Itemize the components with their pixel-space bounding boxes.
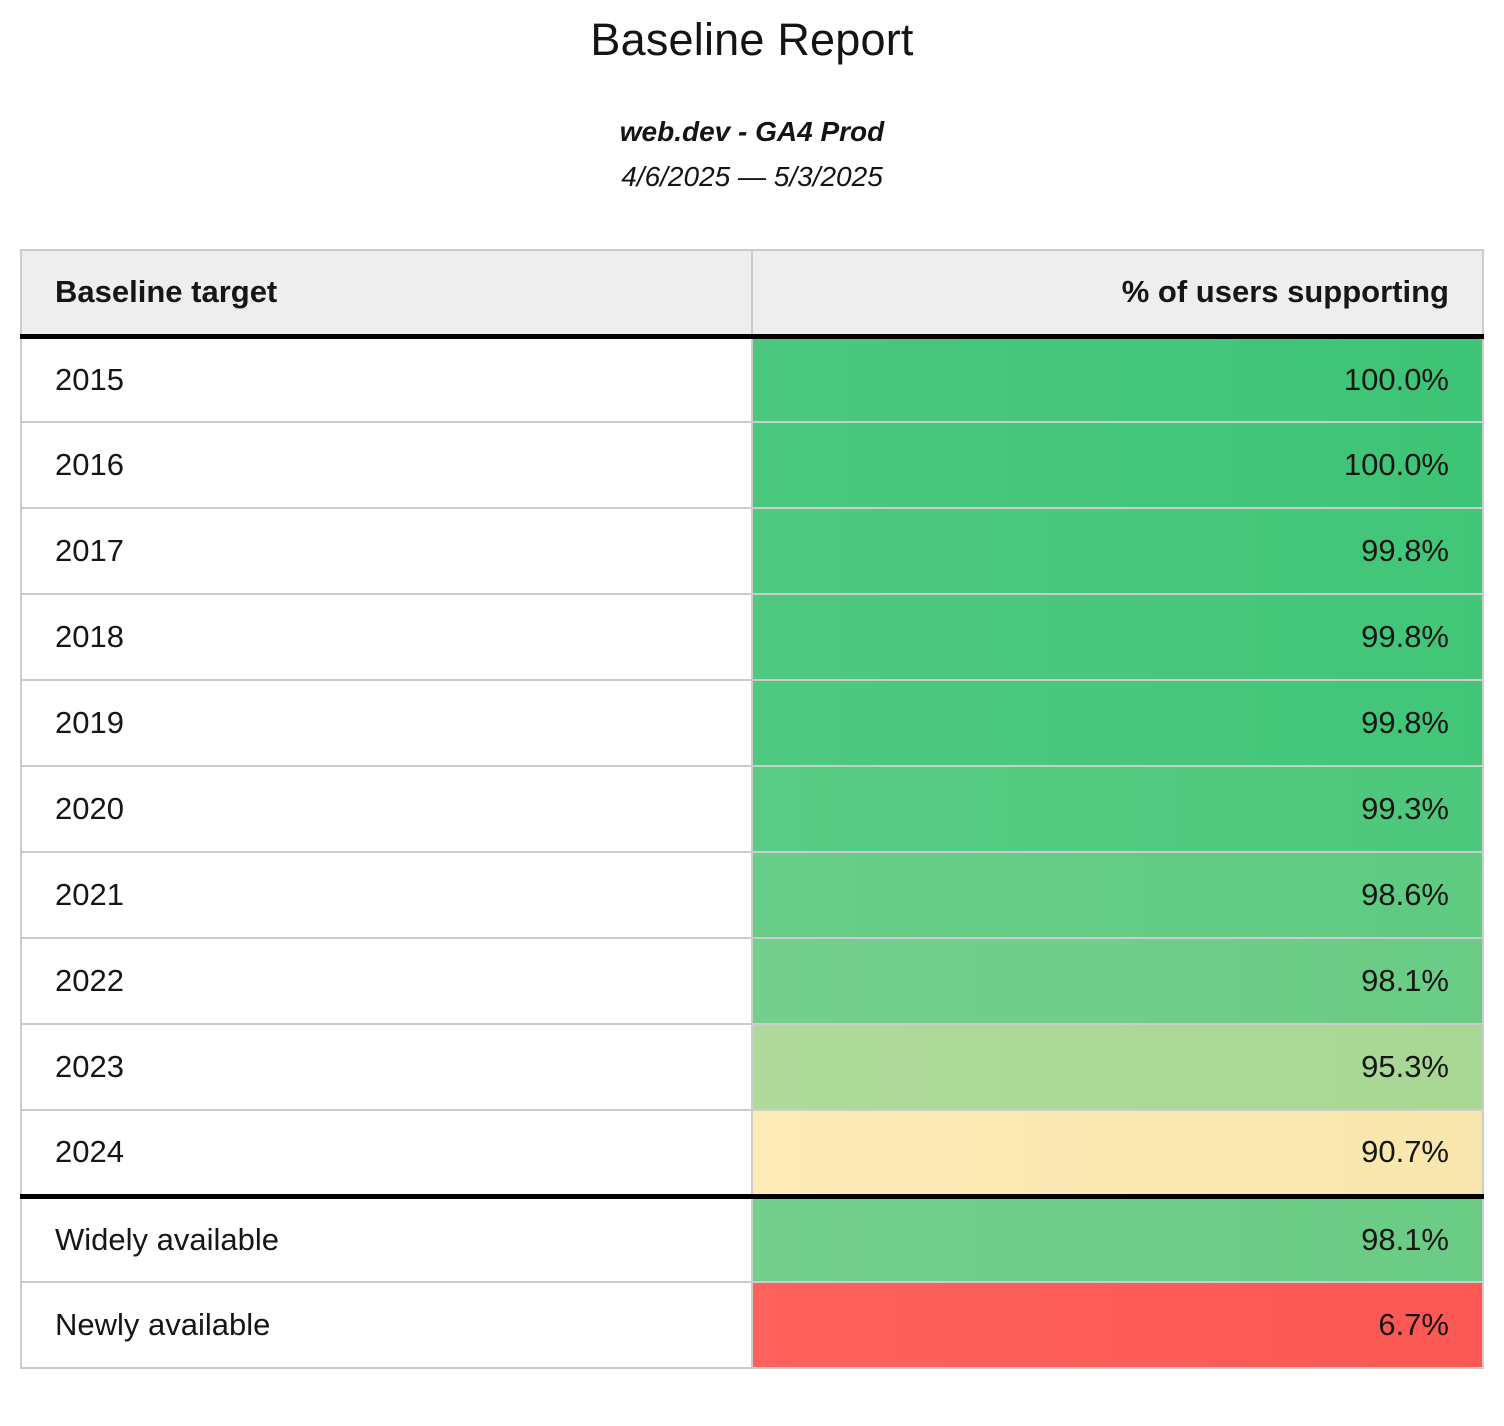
- baseline-target-cell: 2015: [20, 336, 753, 422]
- table-header-row: Baseline target % of users supporting: [20, 250, 1484, 339]
- table-row: 2023 95.3%: [20, 1023, 1484, 1110]
- table-row: 2017 99.8%: [20, 507, 1484, 594]
- report-subtitle: web.dev - GA4 Prod: [619, 116, 885, 147]
- table-row: Newly available 6.7%: [20, 1281, 1484, 1368]
- percent-value-cell: 99.3%: [751, 765, 1484, 852]
- table-row: 2021 98.6%: [20, 851, 1484, 938]
- baseline-target-cell: 2023: [20, 1023, 753, 1110]
- table-row: 2020 99.3%: [20, 765, 1484, 852]
- baseline-target-cell: 2019: [20, 679, 753, 766]
- percent-value-cell: 99.8%: [751, 593, 1484, 680]
- baseline-target-cell: Newly available: [20, 1281, 753, 1368]
- table-row: 2022 98.1%: [20, 937, 1484, 1024]
- percent-value-cell: 6.7%: [751, 1281, 1484, 1368]
- percent-value-cell: 99.8%: [751, 507, 1484, 594]
- baseline-target-cell: 2018: [20, 593, 753, 680]
- percent-value-cell: 95.3%: [751, 1023, 1484, 1110]
- percent-value-cell: 99.8%: [751, 679, 1484, 766]
- baseline-target-cell: 2017: [20, 507, 753, 594]
- baseline-target-cell: 2024: [20, 1109, 753, 1196]
- table-row: 2018 99.8%: [20, 593, 1484, 680]
- percent-value-cell: 90.7%: [751, 1109, 1484, 1196]
- percent-value-cell: 100.0%: [751, 421, 1484, 508]
- table-row: 2015 100.0%: [20, 336, 1484, 422]
- report-date-range: 4/6/2025 — 5/3/2025: [621, 161, 883, 192]
- percent-value-cell: 98.1%: [751, 937, 1484, 1024]
- table-body: 2015 100.0% 2016 100.0% 2017 99.8% 2018 …: [20, 336, 1484, 1368]
- percent-value-cell: 100.0%: [751, 336, 1484, 422]
- baseline-table: Baseline target % of users supporting 20…: [20, 249, 1484, 1369]
- table-row: 2019 99.8%: [20, 679, 1484, 766]
- table-row: Widely available 98.1%: [20, 1193, 1484, 1282]
- baseline-target-cell: 2020: [20, 765, 753, 852]
- baseline-target-cell: Widely available: [20, 1193, 753, 1282]
- column-header-baseline-target: Baseline target: [20, 250, 753, 339]
- percent-value-cell: 98.1%: [751, 1193, 1484, 1282]
- column-header-percent-supporting: % of users supporting: [751, 250, 1484, 339]
- baseline-target-cell: 2022: [20, 937, 753, 1024]
- percent-value-cell: 98.6%: [751, 851, 1484, 938]
- baseline-target-cell: 2021: [20, 851, 753, 938]
- baseline-target-cell: 2016: [20, 421, 753, 508]
- table-header: Baseline target % of users supporting: [20, 250, 1484, 339]
- page-title: Baseline Report: [590, 14, 914, 65]
- table-row: 2024 90.7%: [20, 1109, 1484, 1196]
- table-row: 2016 100.0%: [20, 421, 1484, 508]
